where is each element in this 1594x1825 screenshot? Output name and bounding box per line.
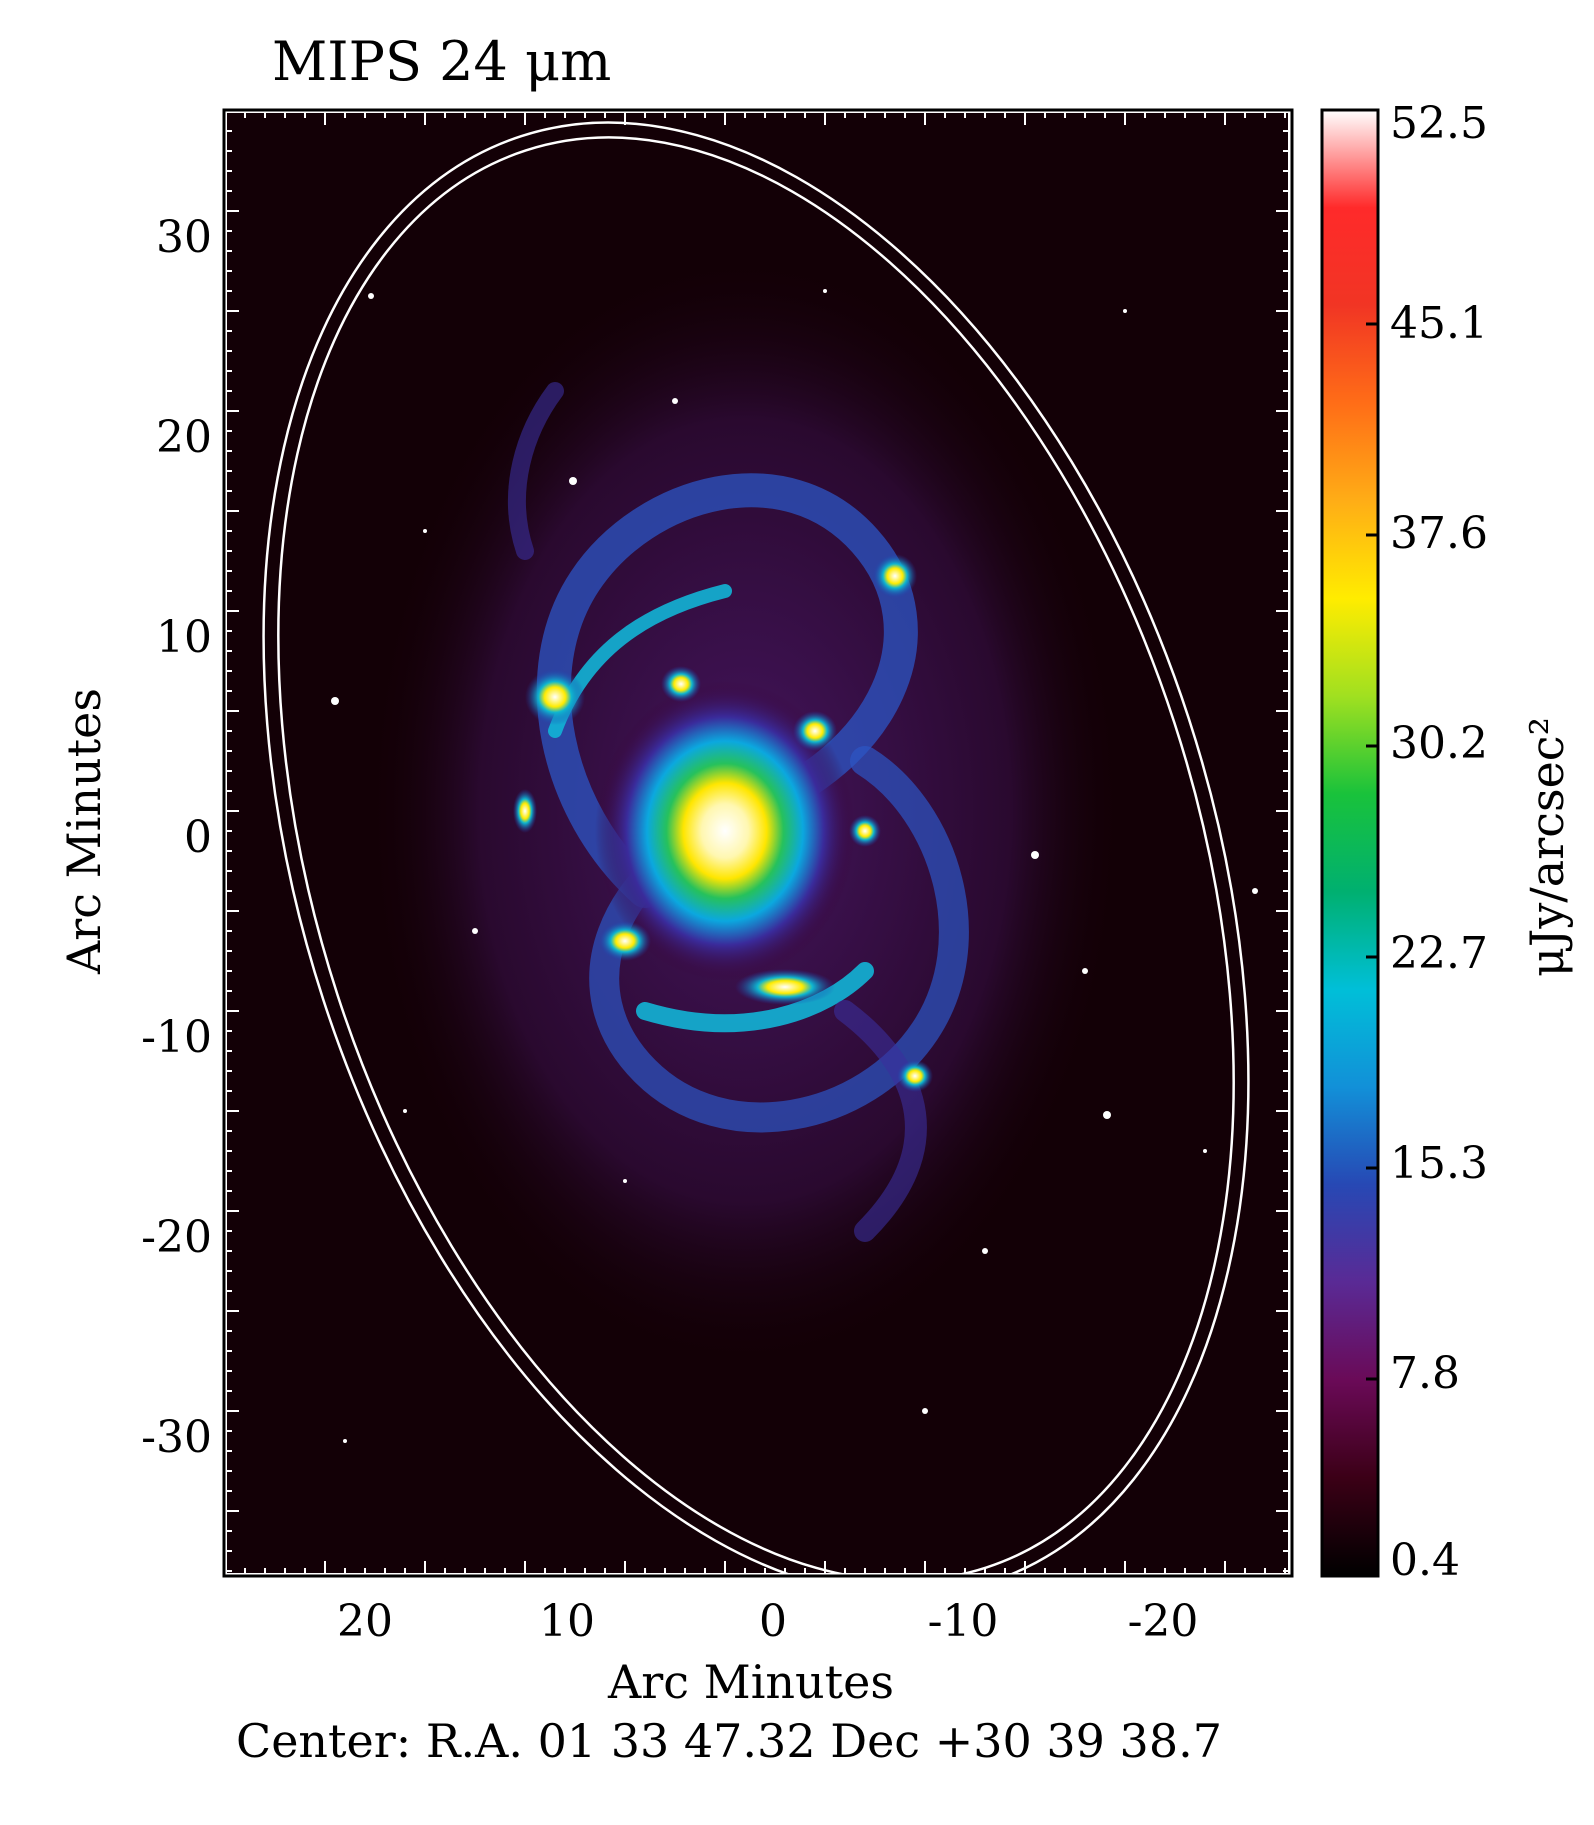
- y-tick-label: -10: [141, 1012, 212, 1063]
- y-tick-label: 20: [156, 412, 212, 463]
- bright-regions: [513, 554, 933, 1092]
- field-stars: [331, 289, 1258, 1443]
- y-tick-label: -30: [141, 1412, 212, 1463]
- x-tick-label: -20: [1127, 1596, 1199, 1647]
- axes-frame: [222, 108, 1294, 1578]
- colorbar-scale: [1320, 108, 1380, 1578]
- colorbar-tick-label: 0.4: [1390, 1535, 1460, 1586]
- colorbar-label: μJy/arcsec²: [1520, 716, 1574, 978]
- y-tick-label: 10: [156, 612, 212, 663]
- y-axis-title: Arc Minutes: [57, 688, 111, 974]
- frame-border: [225, 111, 1290, 1575]
- y-tick-label: 0: [184, 812, 212, 863]
- x-tick-label: -10: [927, 1596, 999, 1647]
- x-tick-label: 20: [337, 1596, 393, 1647]
- galaxy-core: [595, 681, 855, 981]
- figure-title: MIPS 24 μm: [272, 30, 612, 93]
- y-axis-title-wrap: Arc Minutes: [0, 688, 234, 974]
- colorbar-label-wrap: μJy/arcsec²: [1397, 717, 1594, 977]
- colorbar-tick-label: 7.8: [1390, 1348, 1460, 1399]
- center-coordinates: Center: R.A. 01 33 47.32 Dec +30 39 38.7: [236, 1714, 1222, 1768]
- x-tick-label: 0: [759, 1596, 787, 1647]
- aperture-ellipses: [262, 121, 1250, 1575]
- colorbar-tick-label: 15.3: [1390, 1138, 1488, 1189]
- colorbar: [1320, 108, 1380, 1578]
- colorbar-tick-label: 30.2: [1390, 718, 1488, 769]
- colorbar-tick-label: 37.6: [1390, 508, 1488, 559]
- colorbar-tick-label: 52.5: [1390, 98, 1488, 149]
- colorbar-ticks: [1366, 322, 1378, 1381]
- x-tick-label: 10: [539, 1596, 595, 1647]
- y-tick-label: 30: [156, 212, 212, 263]
- colorbar-tick-label: 22.7: [1390, 928, 1488, 979]
- colorbar-tick-label: 45.1: [1390, 298, 1488, 349]
- x-axis-title: Arc Minutes: [608, 1655, 894, 1709]
- galaxy-image-panel: [225, 111, 1290, 1575]
- y-tick-label: -20: [141, 1212, 212, 1263]
